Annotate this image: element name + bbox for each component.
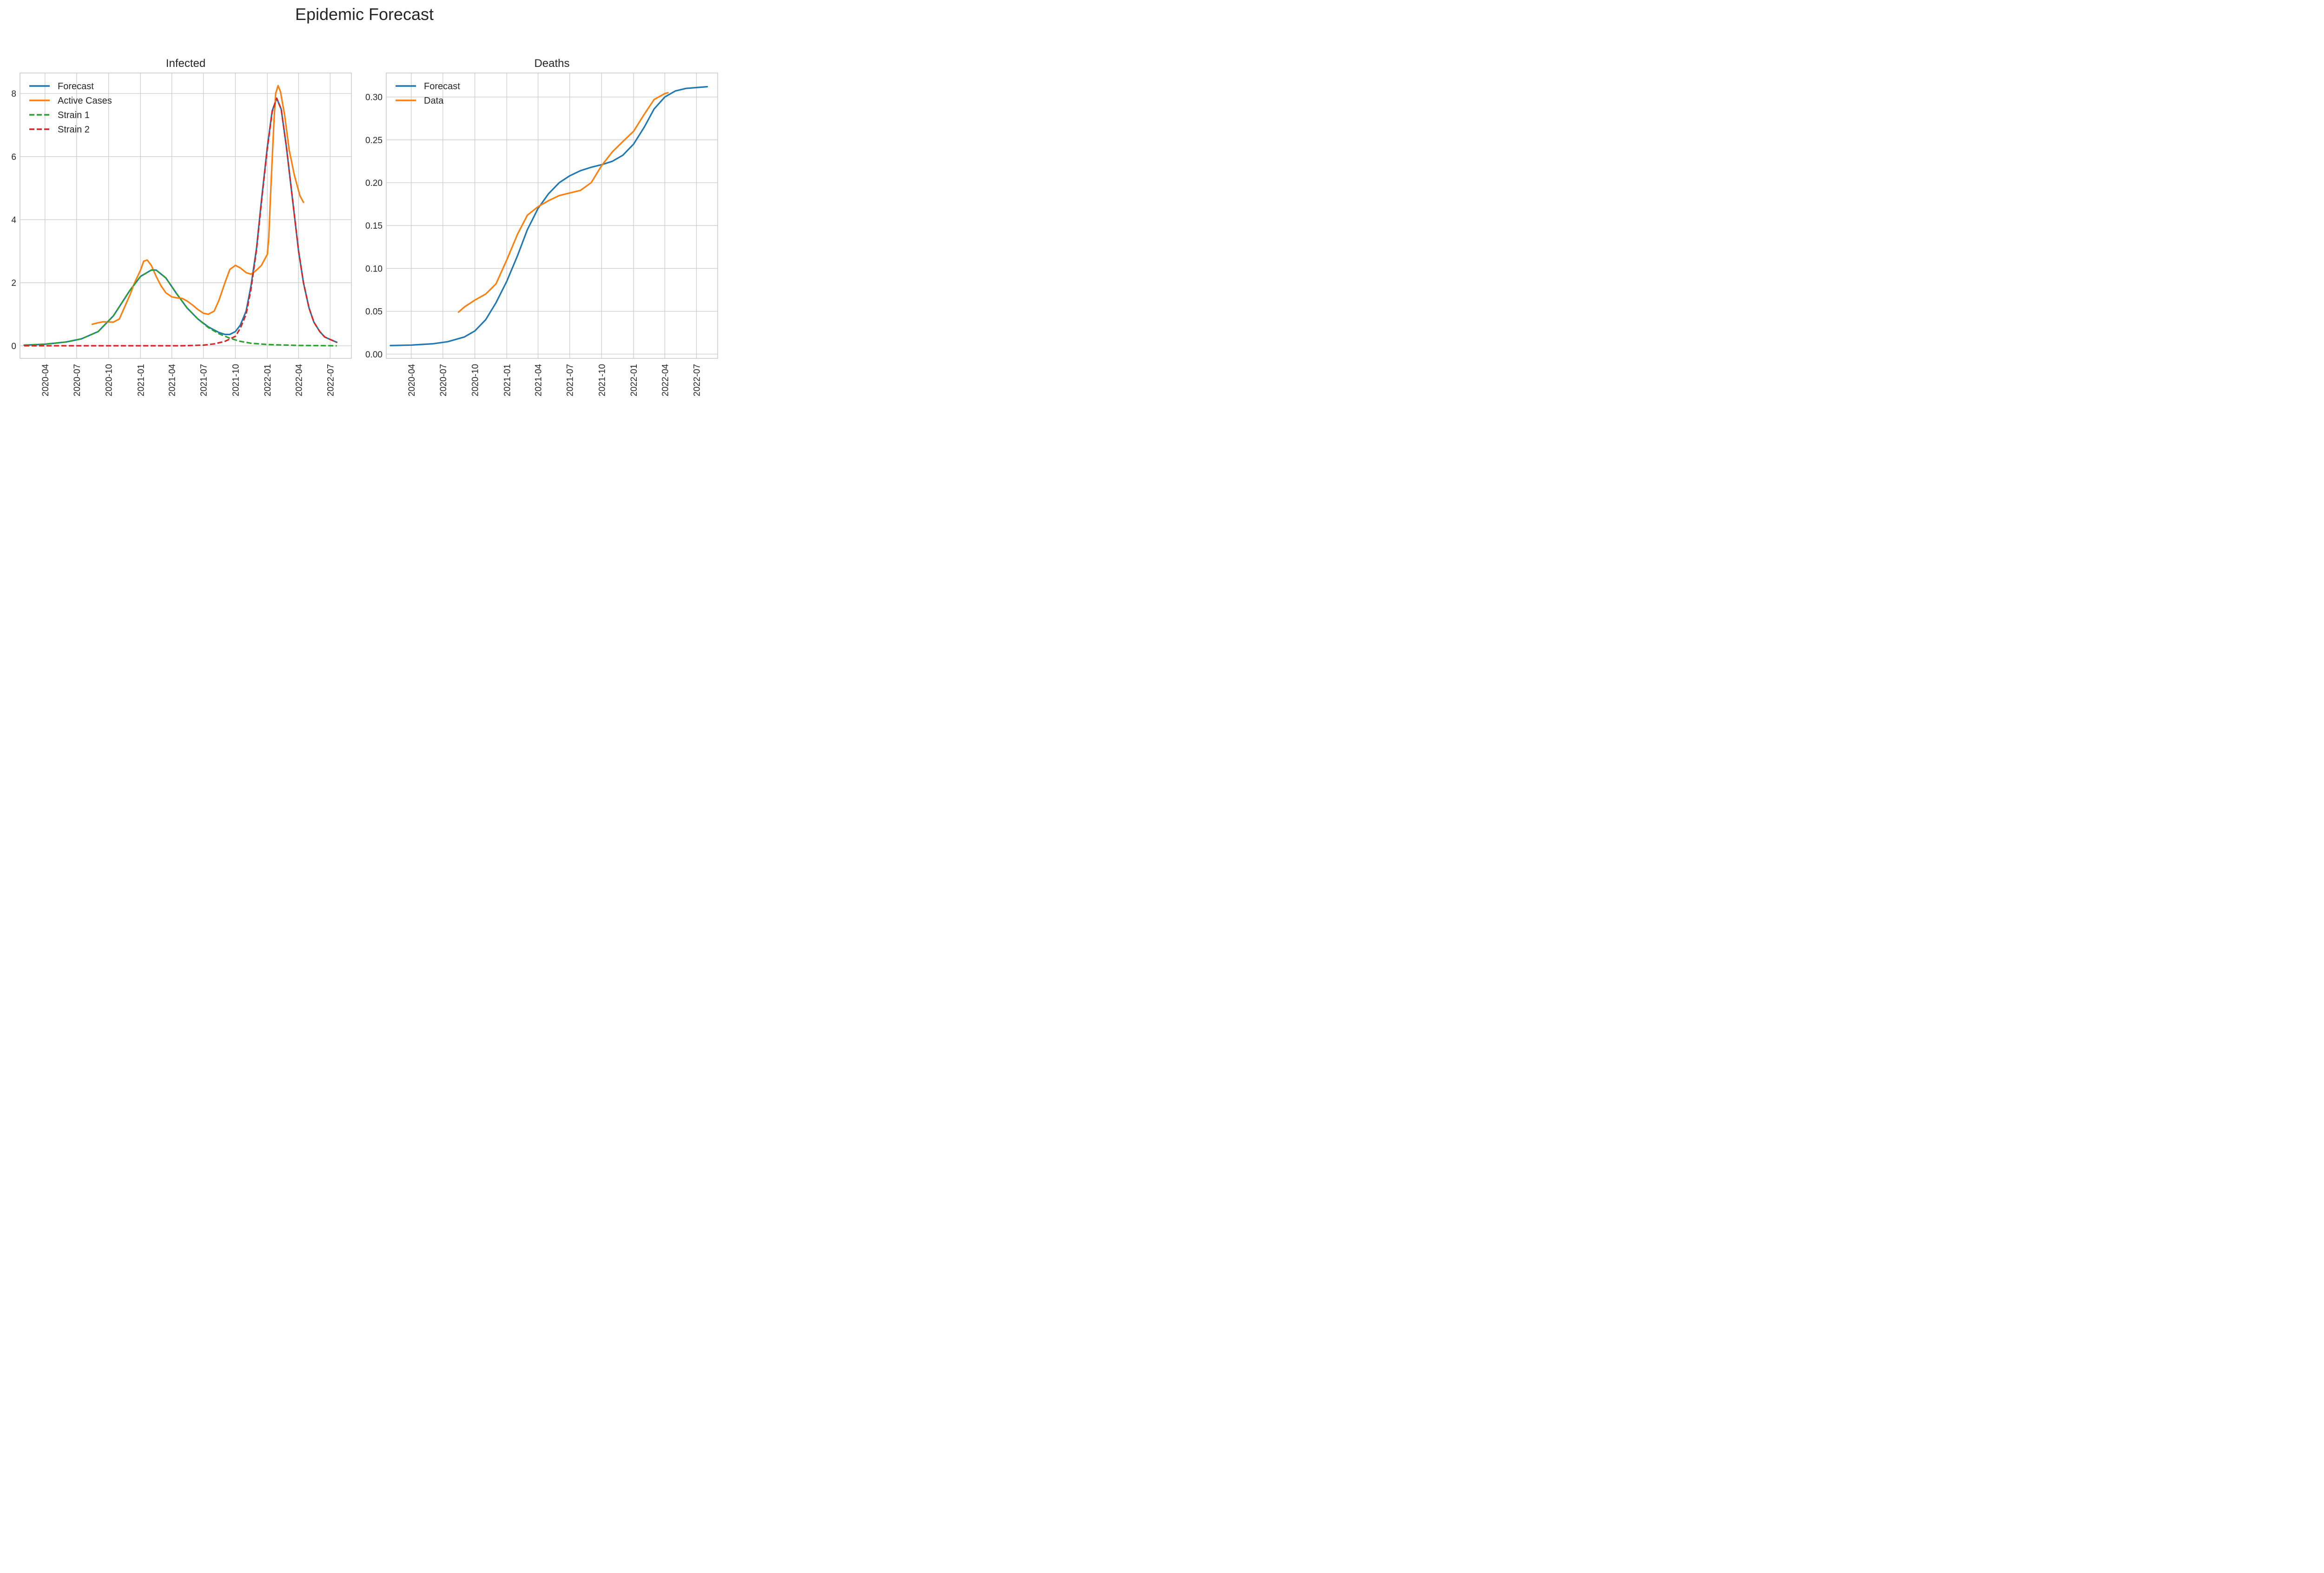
infected-plot-area bbox=[20, 73, 351, 358]
deaths-series-line-forecast bbox=[390, 86, 708, 346]
deaths-legend-label: Data bbox=[424, 96, 444, 106]
infected-plot-frame bbox=[20, 73, 352, 359]
infected-legend-label: Active Cases bbox=[58, 96, 112, 106]
infected-x-tick-label: 2020-10 bbox=[105, 364, 114, 397]
deaths-x-tick-label: 2022-04 bbox=[660, 364, 670, 397]
deaths-plot-frame bbox=[386, 73, 718, 359]
infected-legend-label: Forecast bbox=[58, 81, 94, 92]
deaths-y-tick-label: 0.10 bbox=[365, 264, 383, 274]
deaths-chart-title: Deaths bbox=[534, 57, 569, 70]
infected-series-line-strain-2 bbox=[24, 97, 337, 347]
infected-x-tick-label: 2021-07 bbox=[199, 364, 209, 397]
deaths-legend: Forecast Data bbox=[396, 81, 460, 106]
infected-chart-title: Infected bbox=[166, 57, 205, 70]
infected-y-tick-label: 8 bbox=[11, 89, 16, 99]
infected-y-tick-label: 4 bbox=[11, 215, 16, 225]
infected-x-tick-label: 2020-07 bbox=[73, 364, 82, 397]
deaths-x-tick-label: 2021-04 bbox=[534, 364, 544, 397]
figure-title: Epidemic Forecast bbox=[295, 5, 434, 24]
infected-x-tick-label: 2022-04 bbox=[294, 364, 304, 397]
infected-legend-label: Strain 1 bbox=[58, 110, 90, 120]
deaths-chart: 0.00 0.05 0.10 0.15 0.20 0.25 0.30 2020-04 2020-… bbox=[365, 57, 718, 397]
infected-legend-label: Strain 2 bbox=[58, 125, 90, 135]
chart-canvas: 0 2 4 6 8 2020-04 2020-07 2020-10 2021-01 2021-04… bbox=[11, 57, 718, 397]
deaths-x-tick-label: 2021-10 bbox=[597, 364, 607, 397]
infected-chart: 0 2 4 6 8 2020-04 2020-07 2020-10 2021-01 2021-04… bbox=[11, 57, 352, 397]
deaths-x-tick-label: 2020-04 bbox=[407, 364, 417, 397]
deaths-series-line-data bbox=[457, 92, 669, 313]
deaths-x-tick-label: 2020-07 bbox=[439, 364, 449, 397]
infected-y-tick-label: 2 bbox=[11, 278, 16, 288]
deaths-x-tick-label: 2020-10 bbox=[471, 364, 481, 397]
deaths-x-tick-label: 2021-07 bbox=[566, 364, 575, 397]
infected-x-tick-label: 2021-10 bbox=[231, 364, 241, 397]
deaths-y-tick-label: 0.05 bbox=[365, 307, 383, 317]
deaths-plot-area bbox=[386, 73, 718, 358]
infected-y-tick-label: 6 bbox=[11, 152, 16, 162]
deaths-y-tick-label: 0.00 bbox=[365, 350, 383, 360]
infected-x-tick-label: 2022-07 bbox=[326, 364, 336, 397]
infected-x-tick-label: 2022-01 bbox=[263, 364, 273, 397]
infected-legend: Forecast Active Cases Strain 1 Strain 2 bbox=[29, 81, 112, 135]
infected-x-tick-label: 2021-01 bbox=[136, 364, 146, 397]
deaths-x-tick-label: 2022-07 bbox=[692, 364, 702, 397]
infected-x-tick-label: 2021-04 bbox=[168, 364, 178, 397]
deaths-x-tick-label: 2022-01 bbox=[629, 364, 639, 397]
deaths-y-tick-label: 0.25 bbox=[365, 136, 383, 145]
deaths-y-tick-label: 0.20 bbox=[365, 178, 383, 188]
deaths-x-tick-label: 2021-01 bbox=[502, 364, 512, 397]
deaths-y-tick-label: 0.15 bbox=[365, 221, 383, 231]
deaths-y-tick-label: 0.30 bbox=[365, 93, 383, 103]
infected-x-tick-label: 2020-04 bbox=[41, 364, 51, 397]
deaths-legend-label: Forecast bbox=[424, 81, 460, 92]
infected-y-tick-label: 0 bbox=[11, 342, 16, 351]
figure: Epidemic Forecast 0 2 4 6 8 2020-04 2020-07 202… bbox=[0, 0, 729, 411]
